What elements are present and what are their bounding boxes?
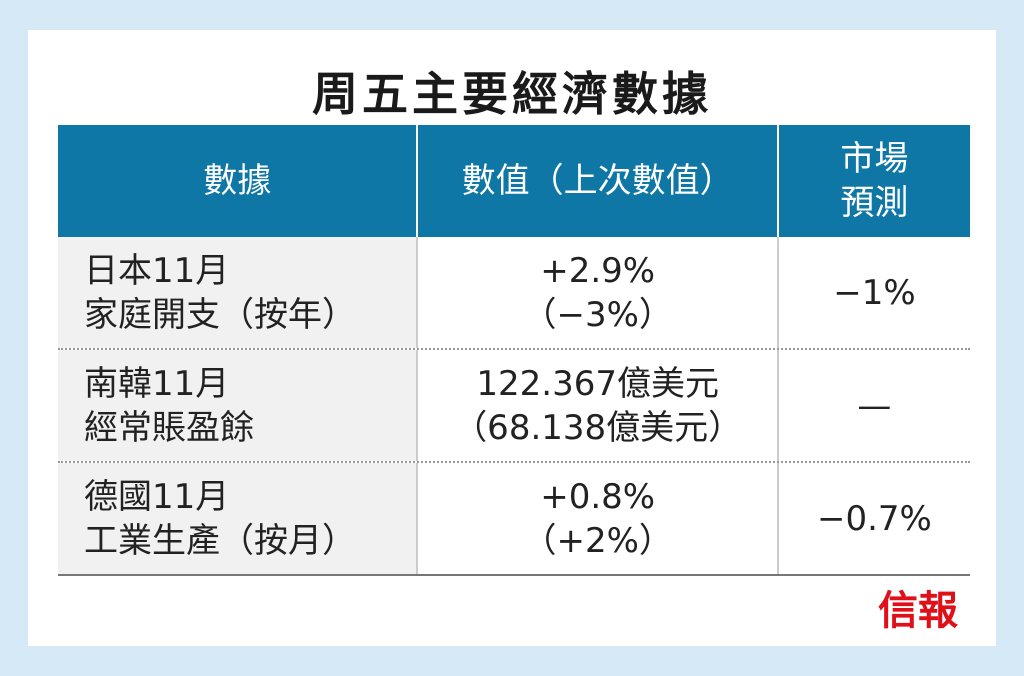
table-cell: 數值（上次數值）: [416, 125, 776, 237]
table-cell: +2.9% （−3%）: [416, 237, 776, 348]
table-cell: −1%: [776, 237, 970, 348]
table-cell: 南韓11月 經常賬盈餘: [58, 350, 417, 461]
table-row: 日本11月 家庭開支（按年） +2.9% （−3%） −1%: [58, 237, 970, 350]
cell-line: 市場: [840, 139, 909, 179]
cell-line: —: [857, 385, 892, 426]
table-cell: +0.8% （+2%）: [416, 463, 776, 574]
table-cell: 122.367億美元 （68.138億美元）: [416, 350, 776, 461]
cell-line: 數值（上次數值）: [461, 161, 734, 201]
cell-line: 日本11月: [84, 250, 230, 291]
card: 周五主要經濟數據 數據 數值（上次數值） 市場 預測 日本11月 家庭開支（按年） +2.9…: [28, 30, 996, 646]
cell-line: +0.8%: [540, 476, 656, 517]
cell-line: 工業生產（按月）: [84, 520, 356, 561]
table-row: 德國11月 工業生產（按月） +0.8% （+2%） −0.7%: [58, 463, 970, 576]
table-cell: 日本11月 家庭開支（按年）: [58, 237, 417, 348]
cell-line: （+2%）: [522, 520, 673, 561]
cell-line: （68.138億美元）: [453, 407, 743, 448]
table-cell: 市場 預測: [776, 125, 970, 237]
table-cell: −0.7%: [776, 463, 970, 574]
cell-line: 德國11月: [84, 476, 230, 517]
cell-line: −1%: [833, 272, 916, 313]
cell-line: 122.367億美元: [476, 363, 719, 404]
table-cell: 德國11月 工業生產（按月）: [58, 463, 417, 574]
cell-line: 數據: [203, 161, 272, 201]
cell-line: +2.9%: [540, 250, 656, 291]
title: 周五主要經濟數據: [312, 67, 712, 121]
table-row: 南韓11月 經常賬盈餘 122.367億美元 （68.138億美元） —: [58, 350, 970, 463]
cell-line: 南韓11月: [84, 363, 230, 404]
cell-line: −0.7%: [816, 498, 932, 539]
table-row: 數據 數值（上次數值） 市場 預測: [58, 125, 970, 237]
cell-line: 經常賬盈餘: [84, 407, 254, 448]
cell-line: （−3%）: [522, 294, 673, 335]
table: 數據 數值（上次數值） 市場 預測 日本11月 家庭開支（按年） +2.9% （−3%） −1%…: [58, 125, 970, 576]
table-cell: 數據: [58, 125, 416, 237]
logo: 信報: [878, 587, 958, 634]
cell-line: 預測: [840, 183, 909, 223]
table-cell: —: [776, 350, 970, 461]
cell-line: 家庭開支（按年）: [84, 294, 356, 335]
